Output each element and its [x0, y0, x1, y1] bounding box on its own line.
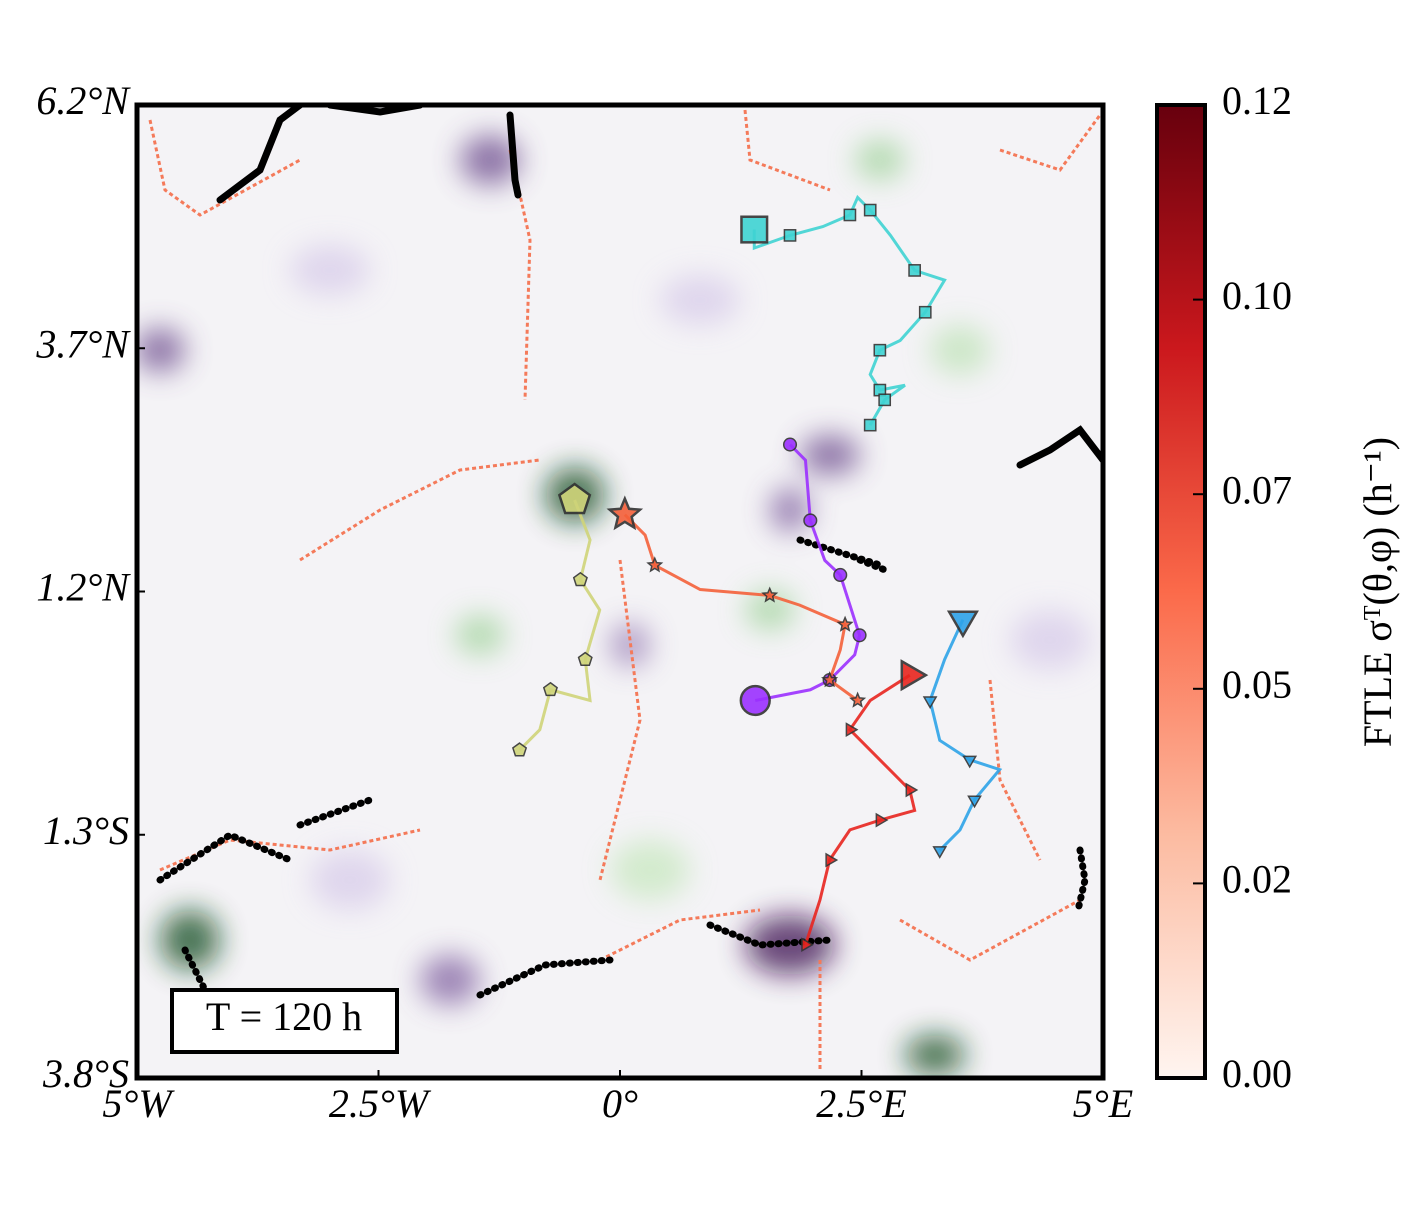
trajectories	[511, 194, 1003, 953]
track-marker	[878, 393, 892, 407]
track-marker	[967, 795, 982, 809]
colorbar-tick-label: 0.02	[1222, 857, 1292, 902]
track-marker	[843, 208, 857, 222]
background-field	[137, 105, 1103, 1078]
colorbar-tick-label: 0.05	[1222, 662, 1292, 707]
start-marker	[557, 482, 592, 515]
colorbar-label: FTLE σᵀ(θ,φ) (h⁻¹)	[1355, 437, 1400, 747]
track-marker	[821, 671, 839, 688]
track-marker	[852, 628, 867, 643]
track-marker	[782, 437, 798, 452]
track-marker	[825, 852, 839, 868]
y-tick-label: 6.2°N	[36, 78, 131, 123]
x-tick-label: 0°	[602, 1081, 638, 1126]
track-marker	[646, 556, 664, 573]
y-tick-label: 1.2°N	[36, 565, 131, 610]
y-tick-label: 3.7°N	[35, 321, 131, 366]
start-marker	[900, 659, 929, 692]
track-marker	[761, 586, 779, 603]
colorbar-tick-label: 0.00	[1222, 1051, 1292, 1096]
track-marker	[849, 691, 867, 708]
y-tick-label: 1.3°S	[43, 808, 129, 853]
x-tick-label: 5°E	[1073, 1081, 1133, 1126]
trajectory	[804, 673, 917, 946]
y-tick-label: 3.8°S	[42, 1051, 129, 1096]
track-marker	[833, 567, 848, 583]
track-marker	[932, 846, 948, 859]
annotation: T = 120 h	[206, 994, 362, 1039]
colorbar-tick-label: 0.12	[1222, 78, 1292, 123]
track-marker	[803, 513, 818, 528]
start-marker	[740, 215, 769, 244]
track-marker	[962, 755, 978, 769]
track-marker	[511, 742, 528, 757]
track-marker	[577, 651, 593, 667]
track-marker	[863, 203, 877, 217]
start-marker	[739, 684, 771, 717]
track-marker	[863, 418, 877, 432]
track-marker	[572, 571, 588, 587]
start-marker	[606, 495, 644, 531]
annotation-box	[170, 988, 399, 1054]
trajectory	[623, 513, 859, 702]
track-marker	[922, 696, 938, 709]
start-marker	[946, 610, 979, 639]
x-tick-label: 2.5°E	[816, 1081, 906, 1126]
x-tick-label: 5°W	[102, 1081, 175, 1126]
track-marker	[908, 264, 921, 277]
trajectory	[754, 443, 862, 702]
track-marker	[542, 681, 558, 697]
track-marker	[845, 722, 859, 738]
track-marker	[918, 305, 932, 319]
track-marker	[905, 782, 919, 798]
track-marker	[873, 343, 887, 357]
track-marker	[801, 937, 814, 953]
colorbar-tick-label: 0.10	[1222, 273, 1292, 318]
x-tick-label: 2.5°W	[329, 1081, 432, 1126]
track-marker	[875, 812, 889, 828]
track-marker	[836, 615, 854, 632]
colorbar	[1155, 103, 1207, 1080]
track-marker	[783, 229, 797, 242]
colorbar-tick-label: 0.07	[1222, 467, 1292, 512]
